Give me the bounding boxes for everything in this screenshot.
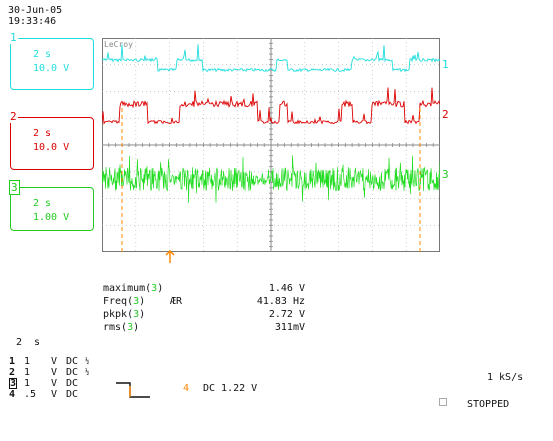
measurement-row[interactable]: rms(3) bbox=[103, 322, 139, 333]
channel-row-num[interactable]: 1 bbox=[9, 356, 16, 367]
measurement-paren: ) bbox=[133, 322, 140, 333]
measurement-channel: 3 bbox=[133, 296, 140, 307]
measurement-name: Freq( bbox=[103, 296, 134, 307]
channel-row-coupling: DC bbox=[66, 378, 79, 389]
channel-row-unit: V bbox=[51, 367, 58, 378]
acquisition-status[interactable]: STOPPED bbox=[467, 399, 510, 410]
date-label: 30-Jun-05 bbox=[8, 5, 63, 16]
measurement-name: pkpk( bbox=[103, 309, 134, 320]
channel-1-number: 1 bbox=[9, 31, 18, 44]
measurement-value: 2.72 V bbox=[268, 309, 305, 320]
measurement-value: 311mV bbox=[274, 322, 305, 333]
trace-2-label: 2 bbox=[442, 108, 449, 121]
channel-1-box[interactable]: 1 2 s 10.0 V bbox=[9, 31, 94, 90]
oscilloscope-display[interactable]: LeCroy bbox=[102, 38, 440, 252]
channel-row-bw: ½ bbox=[85, 368, 90, 376]
channel-row-coupling: DC bbox=[66, 356, 79, 367]
channel-3-box[interactable]: 3 2 s 1.00 V bbox=[9, 180, 94, 231]
channel-2-volts: 10.0 V bbox=[33, 142, 70, 153]
sample-rate: 1 kS/s bbox=[487, 372, 524, 383]
channel-row-num[interactable]: 4 bbox=[9, 389, 16, 400]
channel-row-num[interactable]: 3 bbox=[9, 378, 18, 389]
channel-row-v: 1 bbox=[24, 367, 31, 378]
channel-row-unit: V bbox=[51, 356, 58, 367]
channel-2-number: 2 bbox=[9, 110, 18, 123]
measurement-row[interactable]: pkpk(3) bbox=[103, 309, 145, 320]
channel-row-coupling: DC bbox=[66, 367, 79, 378]
measurement-row[interactable]: Freq(3) bbox=[103, 296, 145, 307]
time-label: 19:33:46 bbox=[8, 16, 57, 27]
measurement-value: 1.46 V bbox=[268, 283, 305, 294]
trace-3-label: 3 bbox=[442, 168, 449, 181]
measurement-status-flag: ÆR bbox=[170, 296, 183, 307]
measurement-row[interactable]: maximum(3) bbox=[103, 283, 163, 294]
trigger-channel: 4 bbox=[183, 383, 190, 394]
brand-label: LeCroy bbox=[104, 40, 133, 49]
channel-row-coupling: DC bbox=[66, 389, 79, 400]
channel-2-timebase: 2 s bbox=[33, 128, 52, 139]
channel-3-volts: 1.00 V bbox=[33, 212, 70, 223]
measurement-paren: ) bbox=[157, 283, 164, 294]
channel-row-unit: V bbox=[51, 378, 58, 389]
channel-row-v: .5 bbox=[24, 389, 37, 400]
channel-row-num[interactable]: 2 bbox=[9, 367, 16, 378]
measurement-name: rms( bbox=[103, 322, 128, 333]
channel-row-v: 1 bbox=[24, 378, 31, 389]
graticule bbox=[102, 38, 440, 252]
channel-3-number: 3 bbox=[9, 180, 20, 195]
trigger-edge-icon bbox=[116, 382, 150, 398]
measurement-paren: ) bbox=[139, 309, 146, 320]
measurement-channel: 3 bbox=[151, 283, 158, 294]
channel-row-unit: V bbox=[51, 389, 58, 400]
footer-timebase: 2 s bbox=[16, 337, 41, 348]
trace-3-waveform bbox=[102, 155, 440, 203]
channel-row-bw: ½ bbox=[85, 357, 90, 365]
trace-2-waveform bbox=[102, 87, 440, 125]
trace-1-label: 1 bbox=[442, 58, 449, 71]
measurement-value: 41.83 Hz bbox=[256, 296, 305, 307]
trace-1-waveform bbox=[102, 44, 440, 73]
measurement-name: maximum( bbox=[103, 283, 152, 294]
measurement-channel: 3 bbox=[133, 309, 140, 320]
measurement-channel: 3 bbox=[127, 322, 134, 333]
measurement-paren: ) bbox=[139, 296, 146, 307]
channel-1-volts: 10.0 V bbox=[33, 63, 70, 74]
trigger-position-arrow[interactable] bbox=[164, 250, 176, 264]
channel-3-timebase: 2 s bbox=[33, 198, 52, 209]
channel-row-v: 1 bbox=[24, 356, 31, 367]
channel-1-timebase: 2 s bbox=[33, 49, 52, 60]
trigger-level: DC 1.22 V bbox=[203, 383, 258, 394]
status-indicator-icon bbox=[439, 398, 447, 406]
channel-2-box[interactable]: 2 2 s 10.0 V bbox=[9, 110, 94, 170]
